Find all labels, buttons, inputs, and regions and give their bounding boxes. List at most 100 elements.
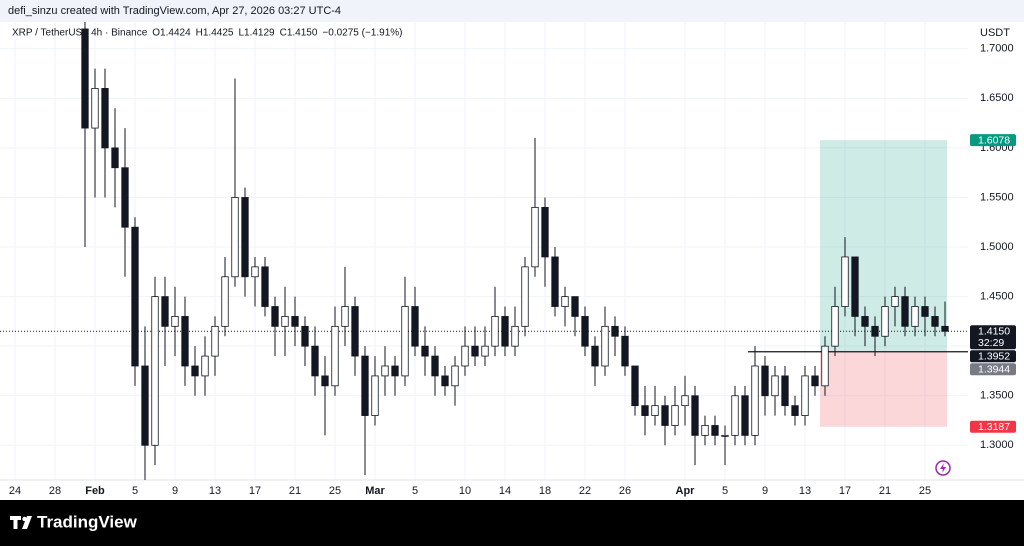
- candle-body: [231, 197, 239, 278]
- candle-body: [491, 316, 499, 347]
- candle-body: [671, 405, 679, 426]
- x-tick-label: 5: [412, 485, 418, 497]
- candle-body: [421, 345, 429, 357]
- candle-body: [221, 276, 229, 327]
- candle-body: [561, 296, 569, 307]
- candle-body: [351, 306, 359, 357]
- legend-item: L1.4129: [238, 28, 275, 39]
- x-tick-label: 13: [209, 485, 221, 497]
- candle-body: [321, 375, 329, 387]
- legend-item: O1.4424: [152, 28, 191, 39]
- currency: USDT: [980, 27, 1010, 39]
- candle-body: [161, 296, 169, 327]
- candle-body: [741, 395, 749, 436]
- price-label: 1.3187: [978, 421, 1010, 433]
- price-label-box: [970, 134, 1016, 147]
- candle-body: [821, 345, 829, 387]
- candle-body: [591, 345, 599, 367]
- candle-body: [121, 167, 129, 228]
- candle-body: [861, 316, 869, 327]
- candle-body: [761, 365, 769, 397]
- candle-body: [151, 296, 159, 446]
- candle-body: [481, 345, 489, 357]
- x-tick-label: 9: [762, 485, 768, 497]
- candle-body: [681, 395, 689, 407]
- candle-body: [831, 306, 839, 347]
- candle-body: [911, 306, 919, 327]
- x-tick-label: 22: [579, 485, 591, 497]
- candle-body: [921, 306, 929, 317]
- candle-body: [131, 226, 139, 367]
- candle-body: [261, 266, 269, 307]
- candle-body: [451, 365, 459, 387]
- candle-body: [651, 405, 659, 416]
- candle-body: [381, 365, 389, 377]
- x-tick-label: 26: [619, 485, 631, 497]
- candle-body: [471, 345, 479, 357]
- price-label-box: [970, 350, 1016, 363]
- brand: TradingView: [37, 512, 138, 531]
- x-tick-label: 25: [919, 485, 931, 497]
- y-tick-label: 1.5500: [980, 191, 1014, 203]
- candle-body: [291, 316, 299, 327]
- candle-body: [731, 395, 739, 436]
- candle-body: [411, 306, 419, 347]
- candle-body: [571, 296, 579, 317]
- price-label: 1.3952: [978, 351, 1010, 363]
- candle-body: [101, 88, 109, 149]
- candle-body: [721, 434, 729, 437]
- price-label-box: [970, 363, 1016, 376]
- y-tick-label: 1.6500: [980, 92, 1014, 104]
- x-tick-label: Feb: [85, 485, 105, 497]
- candle-body: [91, 88, 99, 129]
- candle-body: [541, 206, 549, 258]
- candle-body: [691, 395, 699, 436]
- candle-body: [501, 316, 509, 347]
- candle-body: [271, 306, 279, 327]
- candle-body: [931, 316, 939, 327]
- x-tick-label: 24: [9, 485, 21, 497]
- countdown: 32:29: [978, 337, 1004, 349]
- legend-item: −0.0275 (−1.91%): [322, 28, 402, 39]
- candle-body: [81, 28, 89, 129]
- candle-body: [461, 345, 469, 367]
- candle-body: [791, 405, 799, 416]
- plot: [0, 22, 968, 480]
- x-tick-label: 25: [329, 485, 341, 497]
- candle-body: [631, 365, 639, 407]
- candle-body: [661, 405, 669, 426]
- candle-body: [771, 375, 779, 397]
- candle-body: [621, 335, 629, 367]
- candle-body: [341, 306, 349, 327]
- candle-body: [141, 365, 149, 446]
- candle-body: [751, 365, 759, 436]
- candle-body: [841, 256, 849, 307]
- candle-body: [871, 325, 879, 337]
- y-tick-label: 1.7000: [980, 43, 1014, 55]
- x-tick-label: 21: [879, 485, 891, 497]
- price-label: 1.3944: [978, 364, 1010, 376]
- x-tick-label: 9: [172, 485, 178, 497]
- x-tick-label: 5: [132, 485, 138, 497]
- legend-item: C1.4150: [280, 28, 318, 39]
- candle-body: [941, 325, 949, 332]
- candle-body: [511, 325, 519, 347]
- brand-logo: [10, 516, 32, 529]
- candle-body: [601, 325, 609, 367]
- candle-body: [891, 296, 899, 307]
- price-label-box: [970, 420, 1016, 433]
- candle-body: [201, 355, 209, 377]
- candle-body: [851, 256, 859, 317]
- x-tick-label: 10: [459, 485, 471, 497]
- candle-body: [781, 375, 789, 407]
- x-tick-label: 5: [722, 485, 728, 497]
- x-tick-label: 21: [289, 485, 301, 497]
- candle-body: [521, 266, 529, 327]
- x-tick-label: 14: [499, 485, 511, 497]
- x-tick-label: 18: [539, 485, 551, 497]
- candle-body: [611, 325, 619, 337]
- candle-body: [301, 325, 309, 347]
- candle-body: [881, 306, 889, 337]
- candle-body: [251, 266, 259, 278]
